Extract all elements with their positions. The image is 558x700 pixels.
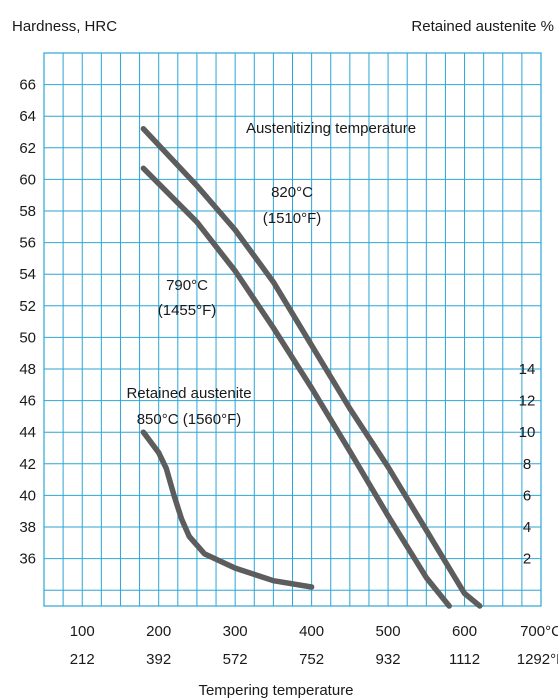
annotation-retained-austenite: Retained austenite [126,385,251,402]
x-tick-label-celsius: 100 [70,623,95,640]
left-axis-label: Hardness, HRC [12,18,117,35]
y-left-tick-label: 48 [19,361,36,378]
y-left-tick-label: 60 [19,171,36,188]
y-right-tick-label: 12 [519,393,536,410]
y-left-tick-label: 56 [19,235,36,252]
right-axis-label: Retained austenite % [411,18,554,35]
annotation-austenitizing: Austenitizing temperature [246,120,416,137]
y-left-tick-label: 36 [19,551,36,568]
x-tick-label-fahrenheit: 392 [146,651,171,668]
x-tick-label-celsius: 400 [299,623,324,640]
series-line-retained-austenite [140,429,315,590]
y-left-tick-label: 54 [19,266,36,283]
y-right-tick-label: 8 [523,456,531,473]
y-left-tick-label: 46 [19,393,36,410]
annotation-790-c: 790°C [166,277,208,294]
x-tick-label-celsius: 300 [223,623,248,640]
plot-grid [43,52,542,607]
annotation-820-f: (1510°F) [263,210,322,227]
x-tick-label-fahrenheit: 212 [70,651,95,668]
y-left-tick-label: 40 [19,487,36,504]
y-left-tick-label: 64 [19,108,36,125]
y-left-tick-label: 62 [19,140,36,157]
y-left-tick-label: 38 [19,519,36,536]
x-tick-label-celsius: 600 [452,623,477,640]
x-axis-label: Tempering temperature [198,682,353,699]
y-left-tick-label: 52 [19,298,36,315]
x-tick-label-celsius: 500 [376,623,401,640]
axis-ticks: 3638404244464850525456586062646624681012… [19,77,558,668]
y-right-tick-label: 6 [523,487,531,504]
y-left-tick-label: 42 [19,456,36,473]
y-left-tick-label: 44 [19,424,36,441]
y-right-tick-label: 10 [519,424,536,441]
series-line-790c [140,165,452,609]
x-tick-label-fahrenheit: 932 [376,651,401,668]
y-left-tick-label: 50 [19,329,36,346]
x-tick-label-fahrenheit: 1112 [449,651,480,668]
annotation-820-c: 820°C [271,184,313,201]
x-tick-label-celsius: 700°C [520,623,558,640]
y-right-tick-label: 2 [523,551,531,568]
annotation-850-c: 850°C (1560°F) [137,411,242,428]
annotation-790-f: (1455°F) [158,302,217,319]
x-tick-label-fahrenheit: 752 [299,651,324,668]
x-tick-label-fahrenheit: 1292°F [517,651,558,668]
y-right-tick-label: 4 [523,519,531,536]
y-left-tick-label: 58 [19,203,36,220]
x-tick-label-fahrenheit: 572 [223,651,248,668]
y-right-tick-label: 14 [519,361,536,378]
series-line-820c [140,126,483,609]
series-layer [140,126,483,609]
x-tick-label-celsius: 200 [146,623,171,640]
y-left-tick-label: 66 [19,77,36,94]
